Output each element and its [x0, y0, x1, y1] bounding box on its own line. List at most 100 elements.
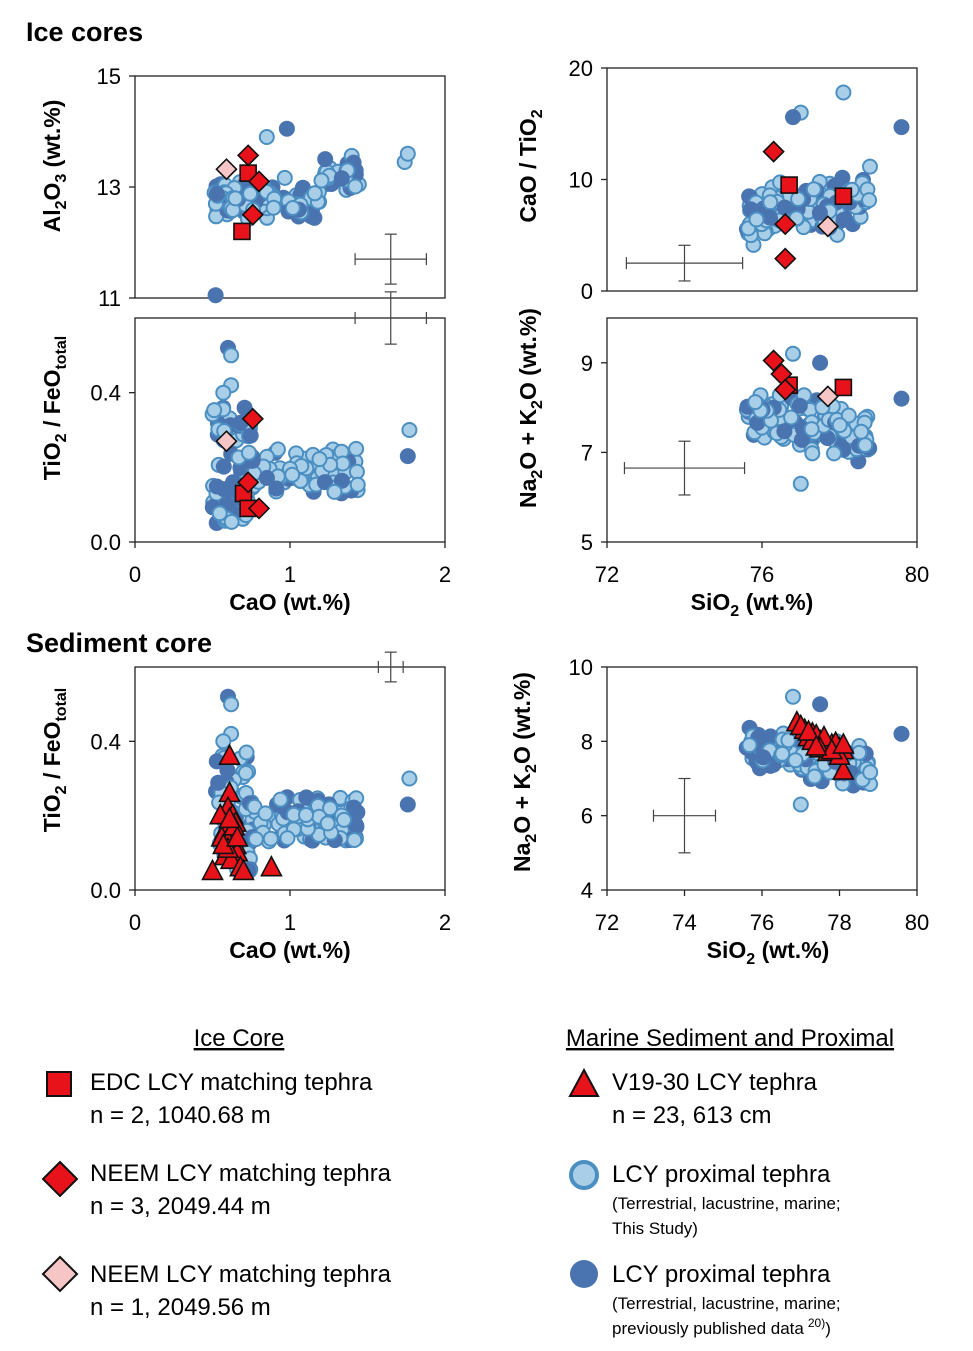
proximal-study-point: [242, 185, 259, 202]
proximal-study-point: [262, 830, 279, 847]
error-bar: [377, 651, 404, 683]
red-diamond-icon: [41, 1160, 79, 1198]
edc-point: [834, 187, 853, 206]
neem-2049-44-point: [774, 247, 797, 270]
proximal-study-point: [265, 199, 282, 216]
error-bar: [652, 777, 717, 854]
proximal-published-point: [333, 170, 350, 187]
legend-v19-n: n = 23, 613 cm: [612, 1102, 771, 1129]
v19-30-point: [804, 734, 828, 756]
x-tick-label: 74: [672, 910, 696, 935]
proximal-study-point: [348, 440, 365, 457]
proximal-published-point: [215, 458, 232, 475]
y-tick-label: 6: [581, 804, 593, 829]
proximal-study-point: [223, 347, 240, 364]
proximal-published-point: [208, 753, 225, 770]
y-tick-label: 0.0: [90, 530, 121, 555]
y-tick-label: 4: [581, 878, 593, 903]
proximal-study-point: [861, 192, 878, 209]
section-title-sediment: Sediment core: [26, 628, 212, 658]
proximal-study-point: [223, 513, 240, 530]
proximal-published-point: [348, 817, 365, 834]
proximal-published-point: [316, 474, 333, 491]
legend-item-proximal-published: LCY proximal tephra (Terrestrial, lacust…: [570, 1260, 841, 1338]
neem-2049-44-point: [241, 203, 264, 226]
proximal-published-point: [207, 287, 224, 304]
proximal-study-point: [785, 688, 801, 705]
light-blue-circle-icon: [569, 1160, 599, 1190]
x-tick-label: 76: [750, 562, 774, 587]
plot-alkali-vs-sio2-sediment: 4 6 8 10 72 74 76 78 80: [569, 655, 930, 935]
neem-2049-44-point: [774, 212, 797, 236]
proximal-study-point: [223, 696, 240, 713]
proximal-published-point: [298, 789, 315, 806]
proximal-published-point: [893, 390, 910, 407]
legend-heading-marine: Marine Sediment and Proximal: [566, 1025, 894, 1052]
x-tick-label: 0: [129, 910, 141, 935]
y-tick-label: 13: [97, 175, 121, 200]
error-bar: [625, 244, 744, 282]
proximal-published-point: [317, 151, 334, 168]
proximal-published-point: [345, 799, 362, 816]
proximal-study-point: [348, 463, 365, 480]
x-tick-label: 1: [284, 910, 296, 935]
legend-heading-ice: Ice Core: [194, 1025, 285, 1052]
v19-30-point: [225, 825, 249, 847]
proximal-study-point: [853, 423, 870, 440]
proximal-study-point: [215, 384, 232, 401]
proximal-published-point: [893, 725, 910, 742]
y-axis-label-tio2-feo-ice: TiO2 / FeOtotal: [39, 336, 70, 481]
y-tick-label: 5: [581, 530, 593, 555]
proximal-published-point: [762, 728, 779, 745]
edc-point: [233, 222, 251, 241]
proximal-study-point: [831, 417, 848, 434]
y-axis-label-tio2-feo-sediment: TiO2 / FeOtotal: [39, 688, 70, 833]
plot-al2o3-vs-cao: 11 13 15: [97, 64, 446, 311]
proximal-study-point: [862, 764, 879, 781]
section-title-ice: Ice cores: [26, 17, 143, 47]
proximal-study-point: [762, 194, 779, 211]
v19-30-point: [832, 732, 855, 754]
edc-point: [780, 176, 798, 194]
proximal-study-point: [211, 505, 228, 522]
legend-edc-name: EDC LCY matching tephra: [90, 1069, 373, 1096]
y-tick-label: 7: [581, 440, 593, 465]
proximal-study-point: [306, 185, 323, 202]
x-tick-label: 76: [750, 910, 774, 935]
v19-30-point: [797, 719, 820, 741]
legend: Ice Core Marine Sediment and Proximal ED…: [41, 1025, 894, 1338]
y-tick-label: 11: [98, 286, 121, 311]
proximal-published-point: [210, 774, 227, 791]
neem-2049-44-point: [241, 407, 264, 430]
proximal-study-point: [840, 407, 857, 424]
proximal-study-point: [240, 444, 257, 461]
proximal-published-point: [812, 354, 829, 371]
proximal-published-point: [812, 696, 829, 713]
proximal-published-point: [811, 204, 828, 221]
v19-30-point: [260, 854, 283, 877]
proximal-published-point: [791, 397, 808, 414]
x-tick-label: 78: [827, 910, 851, 935]
error-bar: [354, 291, 427, 345]
y-axis-label-alkali-sediment: Na2O + K2O (wt.%): [509, 672, 540, 872]
neem-2049-44-point: [237, 144, 260, 167]
y-tick-label: 10: [569, 168, 593, 193]
proximal-study-point: [862, 158, 878, 175]
proximal-study-point: [336, 811, 352, 828]
x-tick-label: 2: [439, 910, 451, 935]
proximal-study-point: [326, 483, 343, 500]
proximal-study-point: [790, 191, 807, 207]
proximal-published-point: [399, 796, 416, 813]
red-triangle-icon: [568, 1067, 600, 1097]
y-tick-label: 20: [569, 56, 593, 81]
proximal-study-point: [206, 402, 223, 419]
proximal-published-point: [793, 431, 810, 448]
proximal-study-point: [401, 770, 418, 787]
proximal-study-point: [227, 190, 244, 207]
proximal-study-point: [741, 737, 758, 754]
proximal-study-point: [237, 765, 254, 781]
proximal-study-point: [269, 441, 286, 458]
legend-proximal-study-name: LCY proximal tephra: [612, 1161, 831, 1188]
pink-diamond-icon: [41, 1255, 79, 1293]
